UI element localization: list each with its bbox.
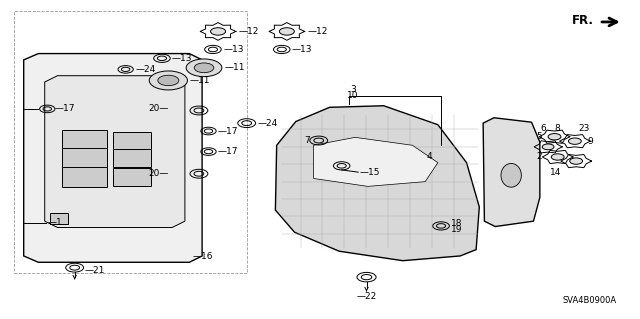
Text: 4: 4 bbox=[427, 152, 433, 161]
Circle shape bbox=[542, 144, 554, 150]
Text: —21: —21 bbox=[84, 266, 104, 275]
Text: 2: 2 bbox=[536, 152, 541, 161]
Text: —12: —12 bbox=[239, 27, 259, 36]
Text: —24: —24 bbox=[135, 65, 156, 74]
Text: SVA4B0900A: SVA4B0900A bbox=[562, 296, 616, 305]
Text: 20—: 20— bbox=[148, 169, 168, 178]
Text: 10: 10 bbox=[348, 91, 359, 100]
Polygon shape bbox=[113, 132, 151, 149]
Circle shape bbox=[548, 134, 561, 140]
Circle shape bbox=[149, 71, 188, 90]
Circle shape bbox=[158, 75, 179, 86]
Text: 6: 6 bbox=[540, 124, 546, 133]
Polygon shape bbox=[483, 118, 540, 226]
Text: —12: —12 bbox=[307, 27, 328, 36]
Text: 8: 8 bbox=[555, 124, 561, 133]
Text: 7: 7 bbox=[304, 136, 310, 145]
Circle shape bbox=[570, 158, 582, 164]
Polygon shape bbox=[314, 137, 438, 186]
Circle shape bbox=[186, 59, 222, 77]
Text: —13: —13 bbox=[292, 45, 312, 54]
Circle shape bbox=[211, 28, 225, 35]
Text: —1: —1 bbox=[47, 218, 62, 227]
Polygon shape bbox=[24, 54, 202, 262]
Polygon shape bbox=[50, 213, 68, 224]
Text: —16: —16 bbox=[193, 252, 213, 261]
Text: 23: 23 bbox=[579, 124, 590, 133]
Text: —11: —11 bbox=[189, 76, 210, 85]
Text: 14: 14 bbox=[550, 168, 561, 177]
Text: —15: —15 bbox=[360, 168, 380, 177]
Polygon shape bbox=[45, 76, 185, 227]
Text: 3: 3 bbox=[350, 85, 356, 94]
Polygon shape bbox=[275, 106, 479, 261]
Circle shape bbox=[194, 63, 214, 73]
Circle shape bbox=[568, 138, 581, 144]
Polygon shape bbox=[62, 130, 106, 151]
Text: 5: 5 bbox=[536, 132, 541, 141]
Polygon shape bbox=[62, 167, 106, 187]
Text: 19: 19 bbox=[451, 225, 462, 234]
Text: 18: 18 bbox=[451, 219, 462, 228]
Text: 20—: 20— bbox=[148, 104, 168, 113]
Text: FR.: FR. bbox=[572, 14, 594, 27]
Circle shape bbox=[280, 28, 294, 35]
Text: —13: —13 bbox=[223, 45, 244, 54]
Text: —24: —24 bbox=[257, 119, 278, 128]
Circle shape bbox=[551, 154, 564, 160]
Polygon shape bbox=[113, 168, 151, 186]
Text: —17: —17 bbox=[218, 147, 239, 156]
Text: —17: —17 bbox=[55, 104, 76, 113]
Polygon shape bbox=[62, 148, 106, 168]
Text: 9: 9 bbox=[588, 137, 593, 146]
Text: —17: —17 bbox=[218, 127, 239, 136]
Text: —13: —13 bbox=[172, 54, 192, 63]
Ellipse shape bbox=[501, 163, 522, 187]
Text: —22: —22 bbox=[356, 292, 377, 300]
Polygon shape bbox=[113, 149, 151, 167]
Text: —11: —11 bbox=[225, 63, 245, 72]
